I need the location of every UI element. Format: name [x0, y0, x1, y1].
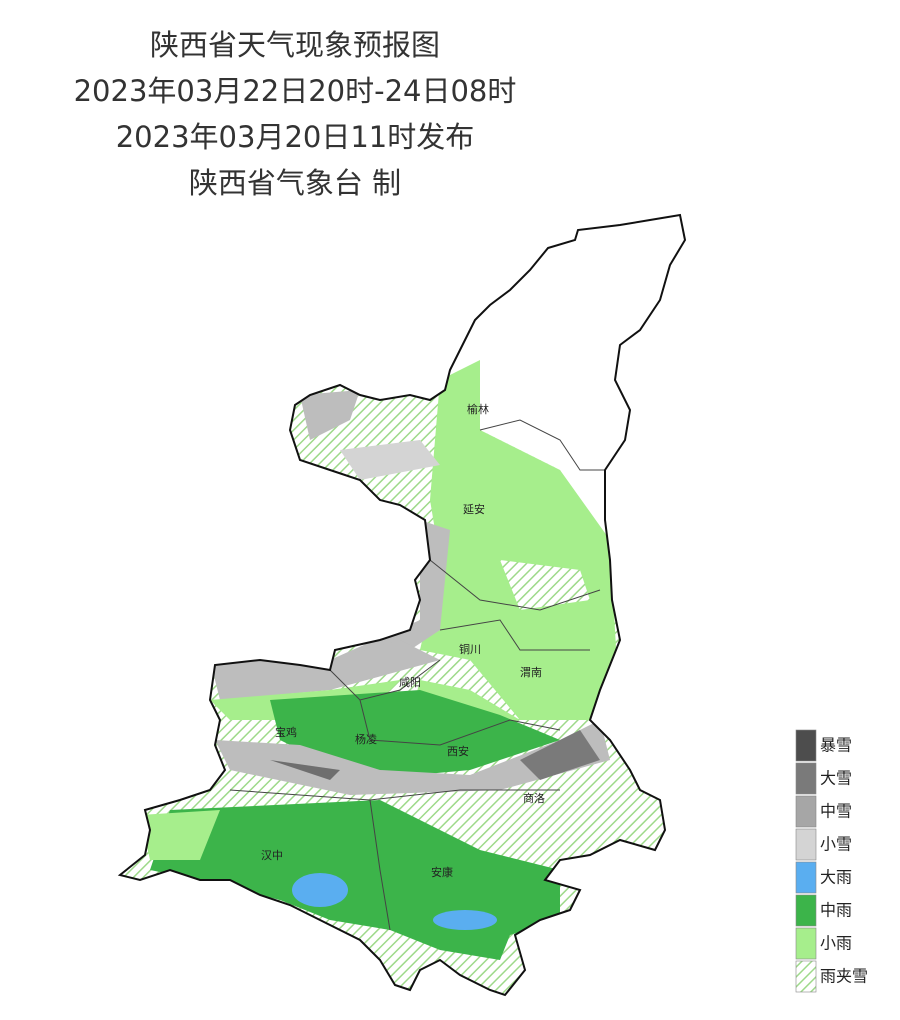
title: 陕西省天气现象预报图 [150, 28, 440, 62]
legend-label: 大雨 [820, 868, 852, 887]
city-label: 西安 [447, 744, 469, 758]
legend-swatch [795, 960, 817, 993]
legend-label: 中雨 [820, 901, 852, 920]
city-label: 杨凌 [355, 732, 377, 746]
legend-swatch [795, 861, 817, 894]
legend-swatch [795, 729, 817, 762]
legend-label: 小雪 [820, 835, 852, 854]
city-label: 铜川 [459, 642, 481, 656]
legend-label: 暴雪 [820, 736, 852, 755]
city-label: 咸阳 [399, 676, 421, 689]
subtitle: 陕西省气象台 制 [189, 166, 401, 200]
legend-label: 中雪 [820, 802, 852, 821]
city-label: 渭南 [520, 666, 542, 679]
city-label: 汉中 [261, 849, 283, 862]
header: 陕西省天气现象预报图 2023年03月22日20时-24日08时 2023年03… [74, 28, 517, 200]
legend-swatch [795, 828, 817, 861]
legend-label: 小雨 [820, 934, 852, 953]
city-labels: 榆林 延安 铜川 咸阳 渭南 宝鸡 杨凌 西安 商洛 汉中 安康 [261, 402, 545, 879]
district-borders [229, 419, 605, 931]
legend-label: 雨夹雪 [820, 967, 868, 986]
city-label: 安康 [431, 865, 453, 879]
city-label: 商洛 [523, 791, 545, 805]
city-label: 宝鸡 [275, 725, 297, 739]
city-label: 延安 [463, 502, 485, 516]
legend-label: 大雪 [820, 769, 852, 788]
city-label: 榆林 [467, 402, 489, 416]
subtitle: 2023年03月22日20时-24日08时 [74, 74, 517, 108]
legend-swatch [795, 762, 817, 795]
legend-swatch [795, 795, 817, 828]
legend-swatch [795, 927, 817, 960]
legend-swatch [795, 894, 817, 927]
subtitle: 2023年03月20日11时发布 [116, 120, 475, 154]
